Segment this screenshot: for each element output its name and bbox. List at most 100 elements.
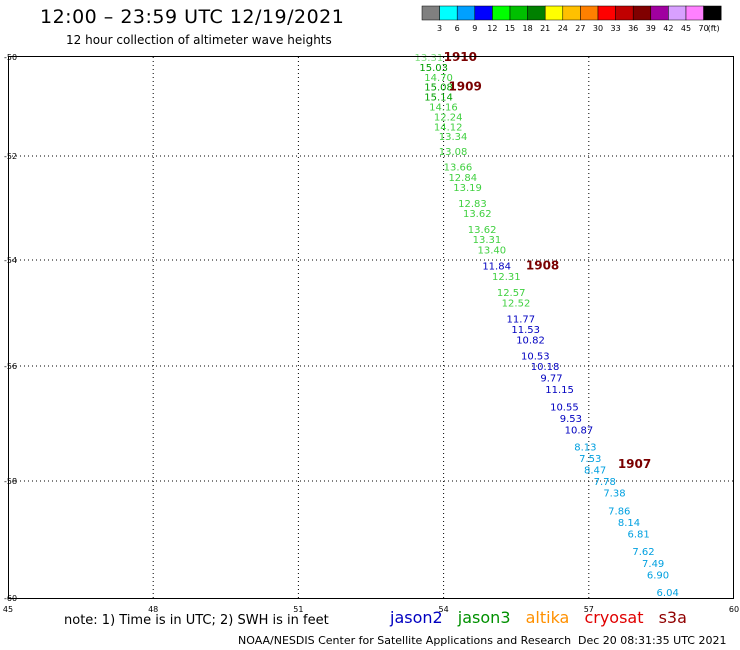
colorbar-label: 45 — [681, 24, 691, 33]
wave-height-value: 12.84 — [448, 173, 477, 184]
wave-height-value: 13.40 — [477, 246, 506, 257]
colorbar-label: 39 — [646, 24, 656, 33]
wave-height-value: 13.19 — [453, 183, 482, 194]
wave-height-value: 7.49 — [642, 559, 664, 570]
colorbar-swatch — [456, 5, 476, 21]
wave-height-value: 12.83 — [458, 199, 487, 210]
wave-height-value: 13.62 — [463, 209, 492, 220]
colorbar-swatch — [544, 5, 564, 21]
credit-line: NOAA/NESDIS Center for Satellite Applica… — [238, 634, 572, 647]
colorbar-label: 27 — [575, 24, 585, 33]
wave-height-value: 13.31 — [415, 53, 444, 64]
pass-number-label: 1910 — [444, 50, 477, 64]
wave-height-value: 13.34 — [439, 132, 468, 143]
wave-height-value: 8.47 — [584, 466, 606, 477]
satellite-altika: altika — [525, 608, 570, 627]
colorbar-swatch — [685, 5, 704, 21]
map-grid — [8, 57, 734, 598]
wave-height-value: 12.31 — [492, 272, 521, 283]
wave-height-value: 9.53 — [560, 414, 582, 425]
wave-height-value: 11.84 — [482, 261, 511, 272]
wave-height-value: 15.08 — [424, 83, 453, 94]
colorbar-label: 9 — [472, 24, 477, 33]
wave-height-value: 14.12 — [434, 122, 463, 133]
colorbar-label: 36 — [628, 24, 638, 33]
map-subtitle: 12 hour collection of altimeter wave hei… — [66, 33, 332, 47]
satellite-legend: jason2 jason3 altika cryosat s3a — [390, 608, 697, 627]
latitude-tick-label: -58 — [4, 477, 17, 486]
colorbar-label: 18 — [523, 24, 533, 33]
colorbar-legend: 3 6 9 12 15 18 21 24 27 30 33 36 39 42 45 70(ft) — [421, 5, 722, 33]
wave-height-value: 15.14 — [424, 93, 453, 104]
colorbar-label: 12 — [487, 24, 497, 33]
longitude-tick-label: 51 — [293, 605, 303, 614]
wave-height-value: 7.78 — [594, 477, 616, 488]
wave-height-value: 14.70 — [424, 73, 453, 84]
colorbar-label: 24 — [558, 24, 568, 33]
colorbar-swatch — [615, 5, 634, 21]
wave-height-value: 13.08 — [439, 147, 468, 158]
colorbar-swatch — [668, 5, 687, 21]
colorbar-swatch — [492, 5, 511, 21]
colorbar-unit: (ft) — [708, 24, 720, 33]
wave-observations: 13.3115.0314.7015.0815.1414.1612.2414.12… — [415, 53, 679, 599]
map-frame — [8, 56, 734, 599]
wave-height-value: 6.04 — [657, 588, 679, 599]
longitude-tick-label: 45 — [3, 605, 13, 614]
wave-height-value: 6.90 — [647, 571, 669, 582]
footer-note: note: 1) Time is in UTC; 2) SWH is in fe… — [64, 613, 329, 628]
wave-height-value: 11.15 — [545, 385, 574, 396]
latitude-tick-label: -54 — [4, 256, 17, 265]
wave-height-value: 12.24 — [434, 112, 463, 123]
satellite-s3a: s3a — [658, 608, 687, 627]
wave-height-value: 8.14 — [618, 518, 640, 529]
wave-height-value: 6.81 — [628, 530, 650, 541]
colorbar-swatch — [703, 5, 722, 21]
colorbar-label: 21 — [540, 24, 550, 33]
pass-number-label: 1909 — [448, 80, 481, 94]
colorbar-label: 30 — [593, 24, 603, 33]
longitude-tick-label: 54 — [439, 605, 449, 614]
colorbar-swatch — [474, 5, 493, 21]
satellite-cryosat: cryosat — [584, 608, 644, 627]
pass-number-label: 1907 — [618, 457, 651, 471]
wave-height-value: 12.52 — [502, 298, 531, 309]
wave-height-value: 7.53 — [579, 454, 601, 465]
wave-height-value: 11.53 — [511, 325, 540, 336]
colorbar-swatch — [421, 5, 440, 21]
latitude-tick-label: -50 — [4, 53, 17, 62]
wave-height-value: 15.03 — [419, 63, 448, 74]
colorbar-swatch — [597, 5, 616, 21]
wave-height-value: 10.82 — [516, 336, 545, 347]
colorbar-label: 70 — [699, 24, 709, 33]
longitude-tick-label: 48 — [148, 605, 158, 614]
wave-height-value: 8.13 — [574, 443, 596, 454]
wave-height-value: 12.57 — [497, 288, 526, 299]
satellite-jason2: jason2 — [390, 608, 443, 627]
colorbar-swatch — [562, 5, 581, 21]
colorbar-swatch — [509, 5, 528, 21]
longitude-tick-label: 57 — [584, 605, 594, 614]
wave-height-value: 10.55 — [550, 402, 579, 413]
colorbar-swatch — [580, 5, 599, 21]
latitude-tick-label: -52 — [4, 152, 17, 161]
wave-height-value: 7.38 — [603, 489, 625, 500]
colorbar-swatch — [527, 5, 546, 21]
wave-height-value: 14.16 — [429, 103, 458, 114]
wave-height-value: 7.62 — [632, 547, 654, 558]
wave-height-value: 10.18 — [531, 362, 560, 373]
colorbar-label: 33 — [611, 24, 621, 33]
generation-timestamp: Dec 20 08:31:35 UTC 2021 — [578, 634, 727, 647]
satellite-jason3: jason3 — [457, 608, 511, 627]
wave-height-value: 10.53 — [521, 351, 550, 362]
colorbar-swatch — [632, 5, 652, 21]
wave-height-value: 7.86 — [608, 506, 630, 517]
wave-height-value: 13.31 — [473, 235, 502, 246]
longitude-tick-label: 60 — [729, 605, 739, 614]
map-title: 12:00 – 23:59 UTC 12/19/2021 — [40, 6, 345, 28]
wave-height-value: 13.66 — [444, 162, 473, 173]
wave-height-value: 10.87 — [565, 425, 594, 436]
wave-height-value: 11.77 — [507, 314, 536, 325]
wave-height-value: 9.77 — [540, 374, 562, 385]
colorbar-label: 6 — [455, 24, 460, 33]
